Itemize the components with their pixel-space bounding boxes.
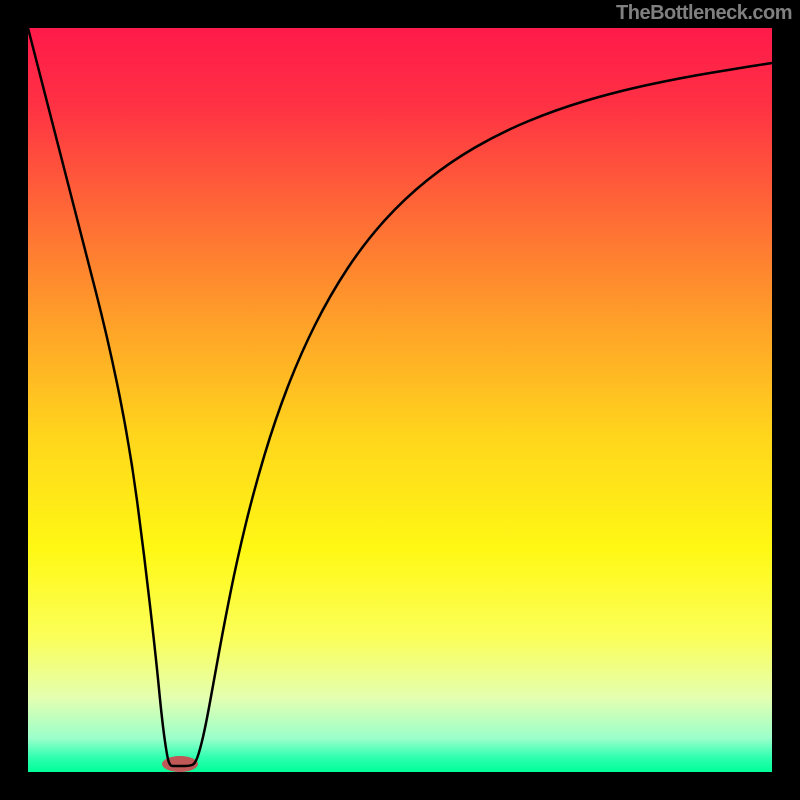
bottleneck-chart <box>0 0 800 800</box>
watermark-text: TheBottleneck.com <box>616 2 792 25</box>
chart-background <box>28 28 772 772</box>
